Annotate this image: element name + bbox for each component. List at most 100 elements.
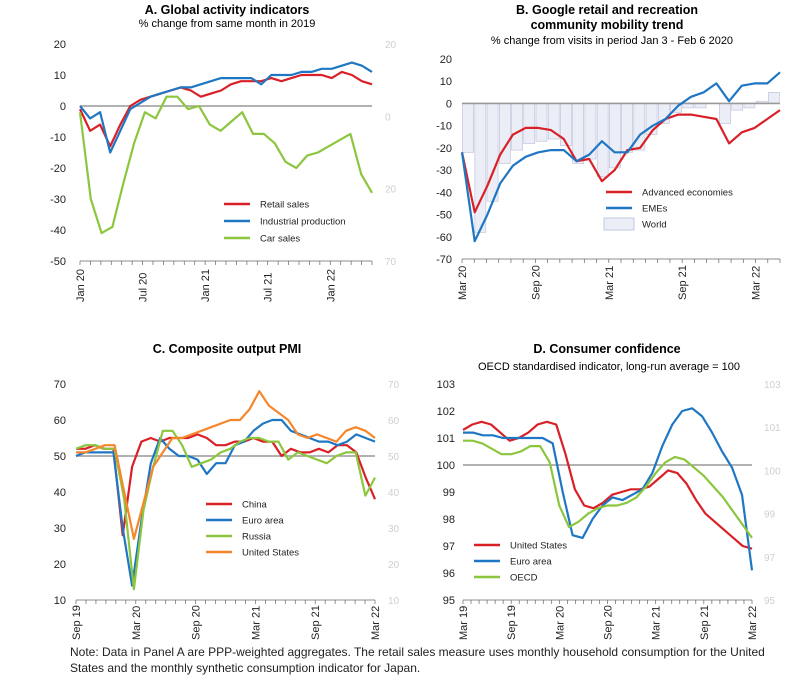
world-bar <box>719 103 731 124</box>
y-tick-label: 20 <box>54 559 66 571</box>
ghost-tick-label: 20 <box>385 40 397 51</box>
legend-label: United States <box>510 541 567 552</box>
x-date-label: Mar 22 <box>747 606 759 640</box>
series-line-united-states <box>462 420 753 550</box>
ghost-tick-label: 40 <box>388 488 400 499</box>
panel-d-plot: 1031021011009998979695103101100999795Mar… <box>437 379 781 640</box>
y-tick-label: 0 <box>446 98 452 110</box>
y-tick-label: -30 <box>436 165 452 177</box>
x-date-label: Mar 21 <box>604 266 616 300</box>
panel-c-plot: 70 60 50 40 30 20 10 70 60 50 40 30 20 10 Sep 19 Mar 20… <box>54 379 400 640</box>
legend-label: China <box>242 500 268 511</box>
world-bar <box>609 103 621 169</box>
x-date-label: Sep 19 <box>71 605 83 640</box>
series-line-euro-area <box>75 418 376 587</box>
x-date-label: Jan 22 <box>325 269 337 302</box>
y-tick-label: 10 <box>54 70 66 82</box>
ghost-tick-label: 20 <box>388 560 400 571</box>
ghost-tick-label: 100 <box>764 466 781 477</box>
legend-label: EMEs <box>642 204 668 215</box>
world-bar <box>621 103 633 153</box>
y-tick-label: 98 <box>443 514 455 526</box>
legend-label: Retail sales <box>260 200 309 211</box>
ghost-tick-label: 60 <box>388 416 400 427</box>
legend-label: Euro area <box>242 516 284 527</box>
y-tick-label: 70 <box>54 379 66 391</box>
series-line-russia <box>75 429 376 591</box>
panel-d-subtitle: OECD standardised indicator, long-run av… <box>478 361 740 373</box>
panel-a: A. Global activity indicators % change f… <box>50 3 396 302</box>
y-tick-label: 97 <box>443 541 455 553</box>
ghost-tick-label: 97 <box>764 553 776 564</box>
series-line-car-sales <box>78 95 373 235</box>
panel-c: C. Composite output PMI 70 60 50 40 30 20 10 70… <box>54 342 400 640</box>
world-bar <box>462 103 474 153</box>
ghost-tick-label: 70 <box>388 380 400 391</box>
series-line-euro-area <box>463 407 754 571</box>
y-tick-label: 30 <box>54 523 66 535</box>
y-tick-label: 60 <box>54 415 66 427</box>
ghost-tick-label: 103 <box>764 380 781 391</box>
ghost-tick-label: 50 <box>388 452 400 463</box>
world-bar <box>596 103 609 178</box>
series-line-emes <box>460 71 781 243</box>
series-line-oecd <box>463 439 753 539</box>
x-date-label: Sep 21 <box>699 605 711 640</box>
legend-label: United States <box>242 548 299 559</box>
y-tick-label: -50 <box>50 256 66 268</box>
x-date-label: Mar 21 <box>651 606 663 640</box>
y-tick-label: 40 <box>54 487 66 499</box>
panel-a-subtitle: % change from same month in 2019 <box>139 18 316 30</box>
panel-d-title: D. Consumer confidence <box>533 342 680 356</box>
x-date-label: Jul 21 <box>263 273 275 302</box>
ghost-tick-label: 10 <box>388 596 400 607</box>
y-tick-label: -20 <box>436 143 452 155</box>
y-tick-label: 101 <box>437 433 455 445</box>
x-date-label: Mar 22 <box>751 266 763 300</box>
legend-label: World <box>642 220 667 231</box>
legend-swatch <box>603 217 635 231</box>
x-date-label: Sep 20 <box>530 265 542 300</box>
x-date-label: Mar 22 <box>370 606 382 640</box>
ghost-tick-label: 20 <box>385 185 397 196</box>
y-tick-label: -30 <box>50 194 66 206</box>
panel-b-subtitle: % change from visits in period Jan 3 - F… <box>491 35 733 47</box>
x-date-label: Jul 20 <box>138 273 150 302</box>
world-bar <box>768 92 780 104</box>
legend-label: Euro area <box>510 557 552 568</box>
y-tick-label: 99 <box>443 487 455 499</box>
y-tick-label: 20 <box>440 54 452 66</box>
panel-b: B. Google retail and recreation communit… <box>436 3 781 300</box>
ghost-tick-label: 0 <box>385 112 391 123</box>
world-bar <box>731 103 743 111</box>
series-line-retail-sales <box>79 70 373 148</box>
world-bar <box>535 103 548 142</box>
series-line-advanced-economies <box>460 109 781 214</box>
y-tick-label: 0 <box>60 101 66 113</box>
panel-a-title: A. Global activity indicators <box>145 3 310 17</box>
panel-b-plot: 20 10 0 -10 -20 -30 -40 -50 -60 -70 Mar 20 Sep 20 Ma… <box>436 54 781 300</box>
legend-label: Car sales <box>260 234 300 245</box>
x-date-label: Mar 20 <box>131 606 143 640</box>
y-tick-label: -70 <box>436 254 452 266</box>
ghost-tick-label: 99 <box>764 510 776 521</box>
legend-label: OECD <box>510 573 538 584</box>
x-date-label: Mar 21 <box>250 606 262 640</box>
x-date-label: Sep 20 <box>603 605 615 640</box>
ghost-tick-label: 101 <box>764 423 781 434</box>
world-bar <box>572 103 584 164</box>
panel-c-title: C. Composite output PMI <box>153 342 302 356</box>
y-tick-label: 10 <box>54 595 66 607</box>
x-date-label: Sep 21 <box>677 265 689 300</box>
y-tick-label: 102 <box>437 406 455 418</box>
y-tick-label: 103 <box>437 379 455 391</box>
x-date-label: Jan 21 <box>200 269 212 302</box>
x-date-label: Sep 19 <box>506 605 518 640</box>
y-tick-label: 50 <box>54 451 66 463</box>
world-bar <box>474 103 487 233</box>
y-tick-label: -10 <box>436 121 452 133</box>
y-tick-label: -50 <box>436 210 452 222</box>
world-bar <box>511 103 523 151</box>
panel-a-plot: 20 10 0 -10 -20 -30 -40 -50 20 0 20 70 Jan 20 Jul 20 J… <box>50 39 396 302</box>
